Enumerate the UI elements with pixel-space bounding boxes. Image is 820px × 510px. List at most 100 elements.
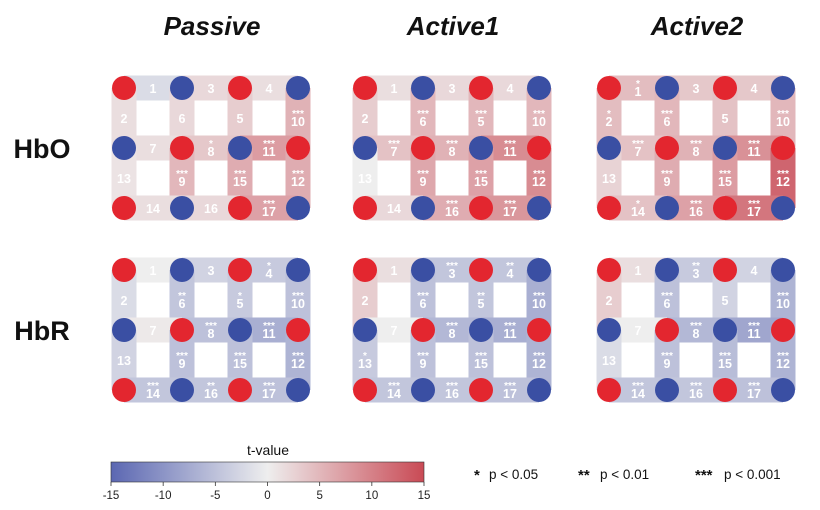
channel-significance-1: * bbox=[636, 79, 640, 90]
source-optode bbox=[771, 136, 795, 160]
channel-label-7: 7 bbox=[635, 324, 642, 338]
channel-significance-3: ** bbox=[692, 261, 700, 272]
channel-label-14: 14 bbox=[387, 202, 401, 216]
detector-optode bbox=[286, 196, 310, 220]
channel-significance-16: *** bbox=[690, 199, 702, 210]
detector-optode bbox=[469, 318, 493, 342]
source-optode bbox=[771, 318, 795, 342]
legend-stars-3: *** bbox=[695, 467, 713, 484]
detector-optode bbox=[469, 136, 493, 160]
detector-optode bbox=[527, 378, 551, 402]
source-optode bbox=[112, 76, 136, 100]
detector-optode bbox=[655, 196, 679, 220]
detector-optode bbox=[597, 318, 621, 342]
panel-hbr-active1: 1 3***4**2 6***5**10***7 8***11***13*9***15… bbox=[352, 257, 552, 403]
channel-significance-4: ** bbox=[506, 261, 514, 272]
channel-significance-7: *** bbox=[388, 139, 400, 150]
channel-label-15: 15 bbox=[718, 175, 732, 189]
detector-optode bbox=[353, 136, 377, 160]
channel-label-9: 9 bbox=[664, 175, 671, 189]
source-optode bbox=[228, 258, 252, 282]
channel-significance-15: *** bbox=[475, 169, 487, 180]
channel-label-7: 7 bbox=[150, 142, 157, 156]
source-optode bbox=[597, 378, 621, 402]
channel-label-11: 11 bbox=[747, 145, 760, 159]
channel-label-17: 17 bbox=[747, 205, 761, 219]
detector-optode bbox=[411, 76, 435, 100]
detector-optode bbox=[713, 136, 737, 160]
detector-optode bbox=[411, 258, 435, 282]
source-optode bbox=[713, 196, 737, 220]
source-optode bbox=[597, 76, 621, 100]
source-optode bbox=[713, 76, 737, 100]
source-optode bbox=[353, 258, 377, 282]
channel-label-3: 3 bbox=[693, 267, 700, 281]
panel-hbr-passive: 1 3 4*2 6**5*10***7 8***11***13 9***15***12**… bbox=[111, 257, 311, 403]
channel-significance-13: * bbox=[363, 351, 367, 362]
channel-label-3: 3 bbox=[449, 82, 456, 96]
channel-label-8: 8 bbox=[208, 327, 215, 341]
legend-text-1: p < 0.05 bbox=[489, 467, 538, 482]
channel-significance-6: *** bbox=[661, 109, 673, 120]
channel-label-8: 8 bbox=[449, 327, 456, 341]
channel-label-14: 14 bbox=[631, 205, 645, 219]
detector-optode bbox=[286, 378, 310, 402]
detector-optode bbox=[771, 378, 795, 402]
channel-label-14: 14 bbox=[387, 387, 401, 401]
detector-optode bbox=[655, 378, 679, 402]
channel-label-14: 14 bbox=[146, 202, 160, 216]
detector-optode bbox=[170, 258, 194, 282]
channel-significance-15: *** bbox=[234, 351, 246, 362]
channel-significance-10: *** bbox=[292, 291, 304, 302]
channel-significance-5: * bbox=[238, 291, 242, 302]
channel-significance-2: * bbox=[607, 109, 611, 120]
channel-label-12: 12 bbox=[291, 175, 305, 189]
channel-label-13: 13 bbox=[602, 354, 616, 368]
channel-label-11: 11 bbox=[747, 327, 760, 341]
legend-stars-2: ** bbox=[578, 467, 590, 484]
detector-optode bbox=[411, 378, 435, 402]
detector-optode bbox=[771, 258, 795, 282]
channel-label-2: 2 bbox=[606, 294, 613, 308]
channel-label-11: 11 bbox=[503, 327, 516, 341]
channel-label-8: 8 bbox=[208, 145, 215, 159]
channel-label-10: 10 bbox=[776, 115, 790, 129]
channel-significance-8: *** bbox=[446, 139, 458, 150]
channel-significance-17: *** bbox=[263, 381, 275, 392]
detector-optode bbox=[713, 318, 737, 342]
channel-label-15: 15 bbox=[474, 175, 488, 189]
channel-label-15: 15 bbox=[233, 175, 247, 189]
channel-significance-12: *** bbox=[533, 351, 545, 362]
channel-label-1: 1 bbox=[391, 264, 398, 278]
channel-label-16: 16 bbox=[689, 387, 703, 401]
channel-significance-17: *** bbox=[504, 199, 516, 210]
channel-label-1: 1 bbox=[635, 264, 642, 278]
channel-label-3: 3 bbox=[693, 82, 700, 96]
detector-optode bbox=[353, 318, 377, 342]
channel-label-13: 13 bbox=[602, 172, 616, 186]
detector-optode bbox=[411, 196, 435, 220]
detector-optode bbox=[527, 196, 551, 220]
channel-label-2: 2 bbox=[121, 294, 128, 308]
source-optode bbox=[713, 258, 737, 282]
column-title-active2: Active2 bbox=[650, 11, 744, 41]
detector-optode bbox=[170, 378, 194, 402]
source-optode bbox=[353, 378, 377, 402]
channel-significance-10: *** bbox=[777, 109, 789, 120]
channel-label-12: 12 bbox=[776, 175, 790, 189]
channel-label-12: 12 bbox=[532, 175, 546, 189]
panel-hbo-active1: 1 3 42 6***5***10***7***8***11***13 9***15**… bbox=[352, 75, 552, 221]
channel-label-4: 4 bbox=[507, 82, 514, 96]
channel-label-16: 16 bbox=[204, 202, 218, 216]
channel-label-4: 4 bbox=[751, 264, 758, 278]
channel-label-9: 9 bbox=[664, 357, 671, 371]
channel-label-6: 6 bbox=[179, 297, 186, 311]
channel-label-15: 15 bbox=[718, 357, 732, 371]
detector-optode bbox=[112, 136, 136, 160]
channel-label-13: 13 bbox=[358, 357, 372, 371]
channel-label-9: 9 bbox=[179, 357, 186, 371]
source-optode bbox=[228, 76, 252, 100]
channel-significance-15: *** bbox=[719, 351, 731, 362]
source-optode bbox=[286, 318, 310, 342]
